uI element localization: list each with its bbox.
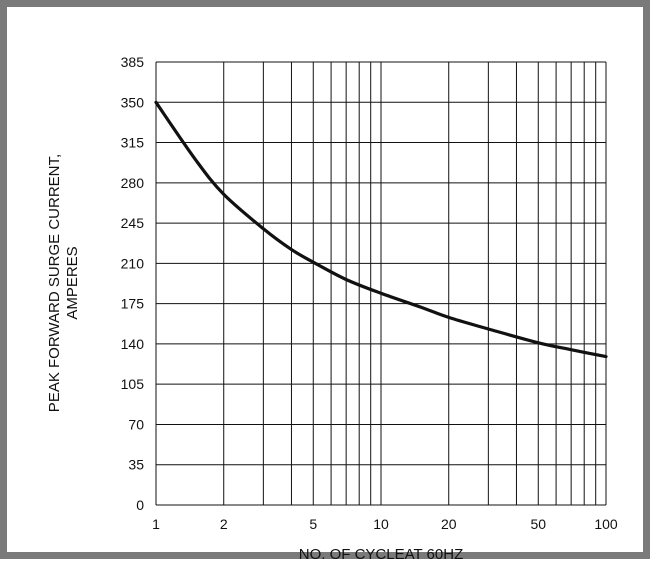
y-tick-labels: 0 35 70 105 140 175 210 245 280 315 350 385 [121, 54, 145, 513]
grid [155, 61, 607, 506]
x-axis-label: NO. OF CYCLEAT 60HZ [299, 546, 463, 563]
y-tick-label: 245 [121, 215, 145, 231]
y-tick-label: 105 [121, 376, 145, 392]
surge-current-chart: 0 35 70 105 140 175 210 245 280 315 350 385 1 2 5 10 20… [46, 54, 618, 563]
x-tick-label: 100 [594, 516, 618, 532]
y-tick-label: 140 [121, 336, 145, 352]
y-tick-label: 315 [121, 135, 145, 151]
y-tick-label: 280 [121, 175, 145, 191]
x-tick-label: 5 [309, 516, 317, 532]
x-tick-label: 20 [441, 516, 457, 532]
y-tick-label: 35 [128, 457, 144, 473]
y-tick-label: 210 [121, 255, 145, 271]
series-line [154, 100, 608, 359]
series-group [154, 100, 608, 359]
y-axis-label-line2: AMPERES [64, 246, 81, 319]
x-tick-labels: 1 2 5 10 20 50 100 [152, 516, 618, 532]
x-tick-label: 50 [530, 516, 546, 532]
y-tick-label: 385 [121, 54, 145, 70]
y-axis-label-line1: PEAK FORWARD SURGE CURRENT, [46, 154, 63, 412]
y-tick-label: 350 [121, 94, 145, 110]
y-tick-label: 70 [128, 416, 144, 432]
x-tick-label: 2 [220, 516, 228, 532]
y-tick-label: 0 [136, 497, 144, 513]
x-tick-label: 1 [152, 516, 160, 532]
y-tick-label: 175 [121, 296, 145, 312]
x-tick-label: 10 [373, 516, 389, 532]
